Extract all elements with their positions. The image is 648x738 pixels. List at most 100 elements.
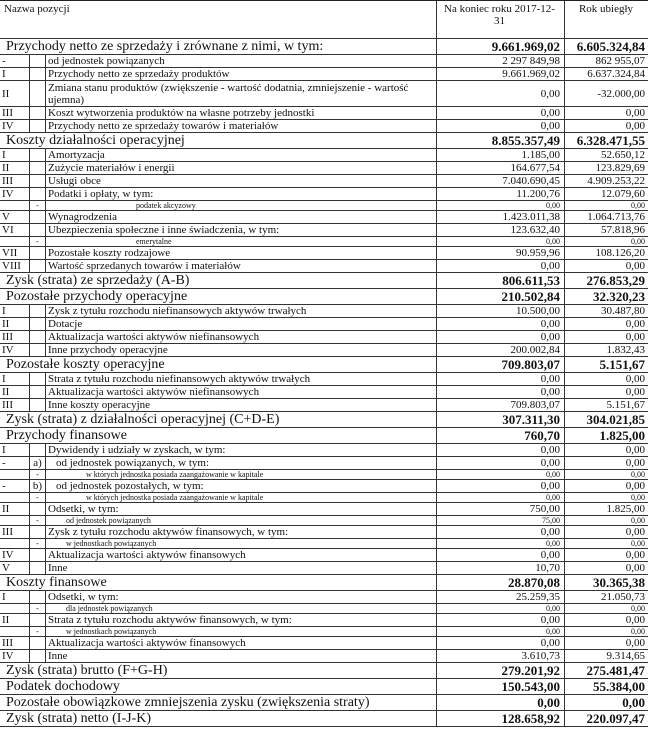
- previous-value: 275.481,47: [586, 663, 646, 678]
- row: Pozostałe obowiązkowe zmniejszenia zysku…: [0, 695, 648, 711]
- item-number: V: [0, 211, 30, 223]
- item-sub: -: [30, 470, 46, 479]
- previous-value: 4.909.253,22: [587, 175, 645, 187]
- item-number: II: [0, 81, 30, 106]
- item-sub: [30, 526, 46, 538]
- item-name: Usługi obce: [46, 175, 437, 187]
- current-value: 0,00: [437, 444, 565, 456]
- item-number: III: [0, 637, 30, 649]
- row: III Inne koszty operacyjne 709.803,07 5.151…: [0, 399, 648, 412]
- item-number: IV: [0, 549, 30, 561]
- item-name: Zysk z tytułu rozchodu niefinansowych ak…: [46, 305, 437, 317]
- current-value: 1.185,00: [437, 149, 565, 161]
- current-value: 128.658,92: [437, 711, 565, 726]
- item-sub: [30, 344, 46, 356]
- current-value: 9.661.969,02: [437, 68, 565, 80]
- current-value: 0,00: [437, 260, 565, 272]
- row: - emerytalne 0,00 0,00: [0, 237, 648, 247]
- item-number: [0, 237, 30, 246]
- row: V Wynagrodzenia 1.423.011,38 1.064.713,76: [0, 211, 648, 224]
- previous-value: 220.097,47: [586, 711, 646, 726]
- current-value: 806.611,53: [437, 273, 565, 288]
- item-name: w których jednostka posiada zaangażowani…: [46, 470, 437, 479]
- item-name: Inne: [46, 562, 437, 574]
- item-sub: [30, 549, 46, 561]
- current-value: 0,00: [437, 627, 565, 636]
- previous-value: 0,00: [625, 562, 645, 574]
- item-name: Pozostałe koszty operacyjne: [0, 357, 437, 372]
- row: Zysk (strata) brutto (F+G-H) 279.201,92 27…: [0, 663, 648, 679]
- current-value: 0,00: [437, 614, 565, 626]
- item-name: Dywidendy i udziały w zyskach, w tym:: [46, 444, 437, 456]
- item-number: VIII: [0, 260, 30, 272]
- item-number: I: [0, 591, 30, 603]
- item-number: IV: [0, 344, 30, 356]
- header-name: Nazwa pozycji: [0, 1, 437, 38]
- previous-value: 0,00: [625, 637, 645, 649]
- row: I Zysk z tytułu rozchodu niefinansowych a…: [0, 305, 648, 318]
- row: -w których jednostka posiada zaangażowan…: [0, 493, 648, 503]
- row: I Strata z tytułu rozchodu niefinansowych…: [0, 373, 648, 386]
- previous-value: 0,00: [625, 331, 645, 343]
- previous-value: 32.320,23: [593, 289, 645, 304]
- item-name: Przychody netto ze sprzedaży towarów i m…: [46, 120, 437, 132]
- current-value: 750,00: [437, 503, 565, 515]
- row: Koszty finansowe 28.870,08 30.365,38: [0, 575, 648, 591]
- row: - b) od jednostek pozostałych, w tym: 0,00 0…: [0, 480, 648, 493]
- item-name: Pozostałe obowiązkowe zmniejszenia zysku…: [0, 695, 437, 710]
- row: IV Aktualizacja wartości aktywów finansow…: [0, 549, 648, 562]
- current-value: 7.040.690,45: [437, 175, 565, 187]
- item-number: III: [0, 107, 30, 119]
- current-value: 0,00: [437, 386, 565, 398]
- row: III Zysk z tytułu rozchodu aktywów finans…: [0, 526, 648, 539]
- item-name: podatek akcyzowy: [46, 201, 437, 210]
- item-sub: b): [30, 480, 46, 492]
- item-sub: [30, 107, 46, 119]
- previous-value: 0,00: [631, 539, 645, 548]
- previous-value: 0,00: [631, 237, 645, 246]
- item-sub: [30, 68, 46, 80]
- item-number: IV: [0, 188, 30, 200]
- current-value: 0,00: [437, 237, 565, 246]
- item-number: -: [0, 457, 30, 469]
- previous-value: 0,00: [625, 260, 645, 272]
- row: III Aktualizacja wartości aktywów finanso…: [0, 637, 648, 650]
- current-value: 709.803,07: [437, 357, 565, 372]
- previous-value: 0,00: [622, 695, 645, 710]
- current-value: 210.502,84: [437, 289, 565, 304]
- previous-value: 276.853,29: [586, 273, 646, 288]
- item-number: [0, 493, 30, 502]
- current-value: 2 297 849,98: [437, 55, 565, 67]
- item-name: Zysk z tytułu rozchodu aktywów finansowy…: [46, 526, 437, 538]
- item-sub: -: [30, 201, 46, 210]
- item-name: Koszty działalności operacyjnej: [0, 133, 437, 148]
- previous-value: 0,00: [631, 470, 645, 479]
- item-name: Koszt wytworzenia produktów na własne po…: [46, 107, 437, 119]
- item-number: IV: [0, 650, 30, 662]
- previous-value: 0,00: [625, 549, 645, 561]
- item-name: Amortyzacja: [46, 149, 437, 161]
- row: Pozostałe koszty operacyjne 709.803,07 5.1…: [0, 357, 648, 373]
- previous-value: 0,00: [625, 526, 645, 538]
- item-name: Aktualizacja wartości aktywów finansowyc…: [46, 637, 437, 649]
- item-name: emerytalne: [46, 237, 437, 246]
- item-name: Strata z tytułu rozchodu aktywów finanso…: [46, 614, 437, 626]
- item-name: w których jednostka posiada zaangażowani…: [46, 493, 437, 502]
- item-sub: [30, 331, 46, 343]
- item-name: Zysk (strata) ze sprzedaży (A-B): [0, 273, 437, 288]
- item-sub: -: [30, 493, 46, 502]
- previous-value: 0,00: [631, 493, 645, 502]
- item-number: [0, 516, 30, 525]
- item-number: VI: [0, 224, 30, 236]
- row: - od jednostek powiązanych 2 297 849,98 862…: [0, 55, 648, 68]
- previous-value: 0,00: [625, 318, 645, 330]
- current-value: 9.661.969,02: [437, 39, 565, 54]
- item-name: Podatek dochodowy: [0, 679, 437, 694]
- item-name: w jednostkach powiązanych: [46, 627, 437, 636]
- row: -w których jednostka posiada zaangażowan…: [0, 470, 648, 480]
- item-number: IV: [0, 120, 30, 132]
- item-name: Przychody netto ze sprzedaży produktów: [46, 68, 437, 80]
- previous-value: 0,00: [625, 386, 645, 398]
- item-number: III: [0, 526, 30, 538]
